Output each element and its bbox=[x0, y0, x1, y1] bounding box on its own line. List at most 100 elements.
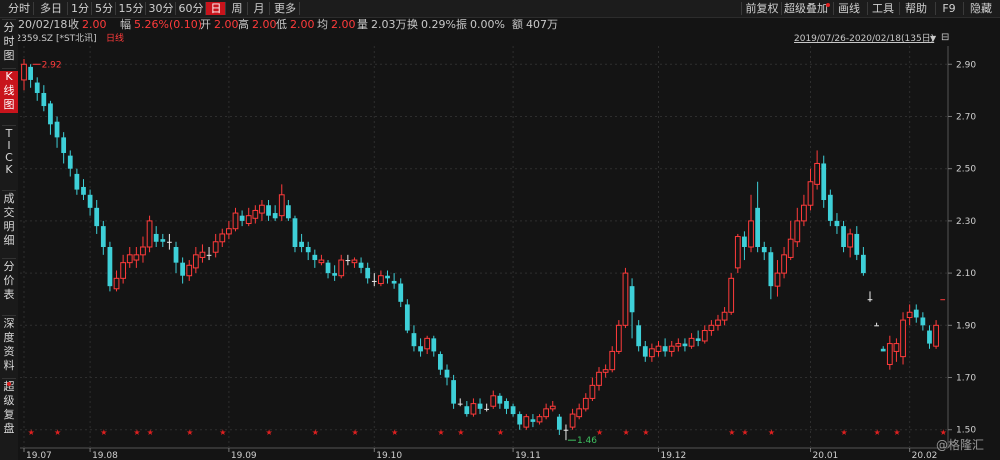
sidebar-tab-char: 交 bbox=[3, 206, 15, 219]
candle-body bbox=[100, 226, 106, 247]
sidebar-tab[interactable]: 深度资料 bbox=[0, 318, 18, 374]
date-range-link[interactable]: 2019/07/26-2020/02/18(135日) bbox=[794, 34, 935, 44]
event-marker-star: ★ bbox=[28, 428, 35, 437]
watermark: @格隆汇 bbox=[936, 438, 985, 452]
candle bbox=[821, 155, 827, 208]
sidebar-tab-char: 成 bbox=[3, 192, 15, 205]
candle bbox=[477, 398, 483, 415]
candle bbox=[404, 299, 410, 334]
period-tab[interactable]: 月 bbox=[253, 2, 265, 15]
period-tab[interactable]: 5分 bbox=[95, 2, 113, 15]
candle-body bbox=[504, 401, 509, 409]
sidebar-divider bbox=[2, 315, 16, 316]
candle-body bbox=[464, 406, 470, 415]
candle-body bbox=[266, 205, 271, 216]
event-marker-star: ★ bbox=[893, 428, 900, 437]
toolbar-button[interactable]: 前复权 bbox=[745, 2, 779, 15]
candle-body bbox=[484, 408, 490, 410]
candle bbox=[556, 414, 562, 435]
candle bbox=[728, 273, 735, 315]
date-tick-label: 20.01 bbox=[813, 451, 839, 460]
period-tab[interactable]: 30分 bbox=[148, 2, 174, 15]
candle-body bbox=[742, 236, 747, 247]
candle bbox=[920, 312, 926, 331]
sidebar-tab[interactable]: 分价表 bbox=[0, 261, 18, 303]
candle bbox=[649, 343, 655, 362]
candle bbox=[54, 116, 60, 148]
event-marker-star: ★ bbox=[940, 428, 947, 437]
sidebar-tab-char: 分 bbox=[3, 260, 15, 273]
period-tab[interactable]: 多日 bbox=[40, 2, 62, 15]
event-marker-star: ★ bbox=[457, 428, 464, 437]
candle bbox=[378, 270, 384, 287]
candle-body bbox=[861, 254, 866, 274]
close-label: 收 bbox=[68, 18, 79, 31]
candle bbox=[385, 270, 390, 284]
amount-label: 额 bbox=[512, 18, 523, 31]
candle bbox=[113, 270, 120, 292]
toolbar-button[interactable]: 帮助 bbox=[905, 2, 927, 15]
candle-body bbox=[54, 121, 60, 138]
sidebar-tab[interactable]: 分时图 bbox=[0, 22, 18, 64]
candle bbox=[642, 340, 648, 362]
candle bbox=[21, 59, 27, 91]
toolbar-button[interactable]: 画线 bbox=[838, 2, 860, 15]
candle bbox=[602, 364, 609, 378]
period-tab[interactable]: 60分 bbox=[178, 2, 204, 15]
candle bbox=[107, 241, 113, 292]
candle bbox=[781, 247, 787, 279]
toolbar-divider bbox=[963, 2, 964, 15]
candle-body bbox=[312, 254, 318, 261]
candle-body bbox=[755, 207, 761, 247]
candle-body bbox=[424, 337, 431, 350]
candle-body bbox=[219, 233, 226, 243]
period-tab[interactable]: 1分 bbox=[71, 2, 89, 15]
range-dropdown-icon[interactable]: ▼ bbox=[930, 34, 937, 43]
price-tick-label: 2.90 bbox=[956, 60, 976, 70]
event-marker-star: ★ bbox=[741, 428, 748, 437]
notification-dot bbox=[826, 3, 830, 7]
candle-body bbox=[107, 247, 113, 287]
candle-body bbox=[920, 317, 926, 326]
period-tab[interactable]: 更多 bbox=[274, 2, 296, 15]
toolbar-button[interactable]: 超级叠加 bbox=[784, 2, 828, 15]
candle bbox=[761, 241, 767, 261]
candle-body bbox=[662, 346, 668, 352]
candle bbox=[470, 398, 477, 417]
candle-body bbox=[385, 275, 390, 279]
open-label: 开 bbox=[200, 18, 211, 31]
candle-body bbox=[629, 286, 635, 313]
period-tab[interactable]: 周 bbox=[231, 2, 243, 15]
candle bbox=[523, 414, 530, 430]
candle bbox=[87, 189, 93, 216]
period-tab[interactable]: 分时 bbox=[8, 2, 30, 15]
sidebar-tab-char: 图 bbox=[3, 49, 15, 62]
toolbar-divider bbox=[175, 2, 176, 15]
candle-body bbox=[48, 103, 53, 125]
price-axis: 2.90 2.70 2.50 2.30 2.10 1.90 1.70 1.50 bbox=[948, 60, 976, 436]
sidebar-tab[interactable]: 超级复盘 bbox=[0, 381, 18, 437]
candle bbox=[239, 210, 245, 227]
candle bbox=[186, 260, 193, 281]
sidebar-divider bbox=[2, 68, 16, 69]
candle bbox=[682, 338, 688, 352]
candle-body bbox=[596, 371, 602, 386]
toolbar-button[interactable]: 隐藏 bbox=[970, 2, 992, 15]
price-tick-label: 1.50 bbox=[956, 426, 976, 436]
candle-body bbox=[781, 254, 787, 274]
candle-body bbox=[622, 272, 629, 326]
toolbar-button[interactable]: F9 bbox=[942, 2, 956, 15]
toolbar-button[interactable]: 工具 bbox=[872, 2, 894, 15]
candle-body bbox=[285, 205, 291, 219]
period-tab[interactable]: 15分 bbox=[118, 2, 144, 15]
sidebar-tab[interactable]: 成交明细 bbox=[0, 193, 18, 249]
candle bbox=[212, 233, 219, 258]
lock-icon[interactable]: ⊟ bbox=[941, 32, 950, 43]
candle bbox=[576, 403, 583, 420]
period-tab[interactable]: 日 bbox=[206, 2, 226, 15]
candle bbox=[345, 254, 351, 266]
